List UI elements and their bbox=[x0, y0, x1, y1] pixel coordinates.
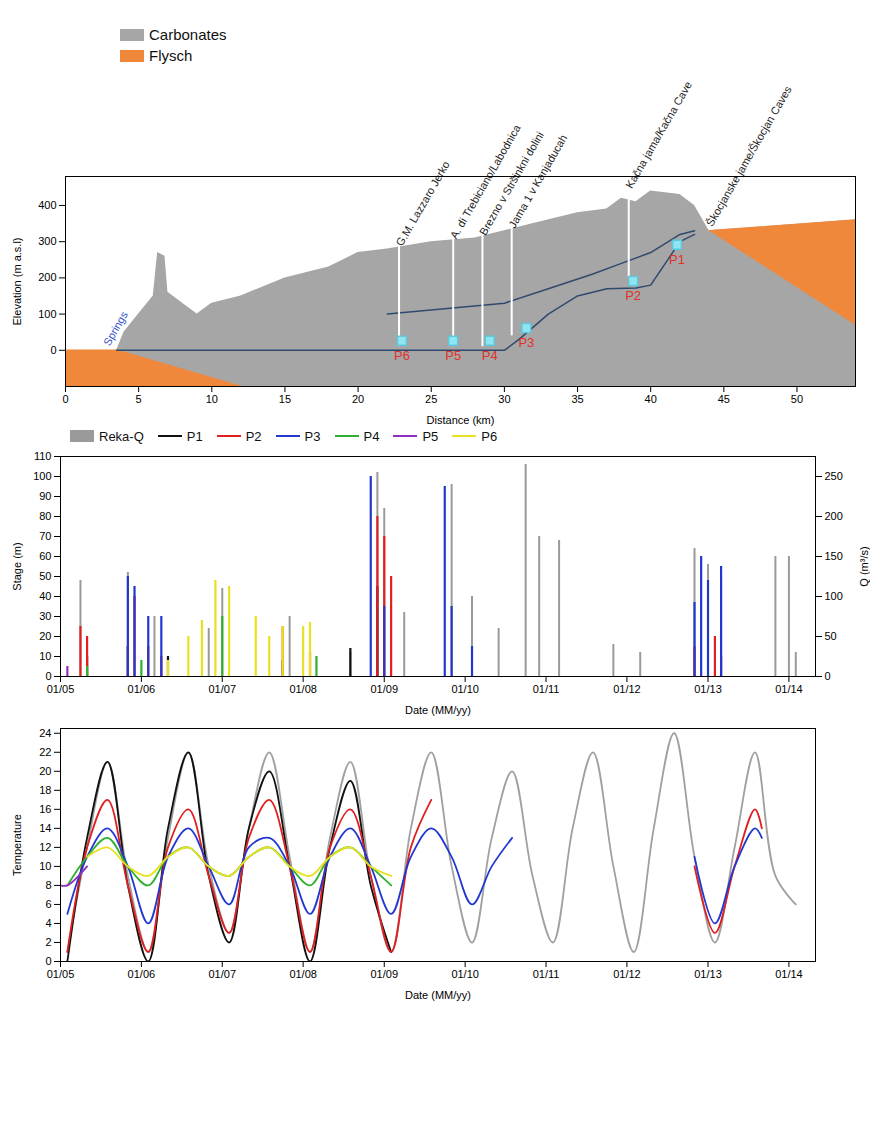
html-text:Reka-Q: Reka-Q bbox=[99, 428, 144, 444]
svg-text:15: 15 bbox=[279, 393, 291, 405]
html-text:Flysch: Flysch bbox=[149, 47, 193, 64]
svg-text:400: 400 bbox=[38, 199, 56, 211]
svg-text:40: 40 bbox=[39, 590, 51, 602]
svg-text:P4: P4 bbox=[482, 348, 498, 363]
svg-text:90: 90 bbox=[39, 490, 51, 502]
svg-text:0: 0 bbox=[62, 393, 68, 405]
svg-text:45: 45 bbox=[718, 393, 730, 405]
svg-text:Date (MM/yy): Date (MM/yy) bbox=[405, 704, 471, 716]
svg-text:01/12: 01/12 bbox=[613, 683, 641, 695]
svg-text:100: 100 bbox=[825, 590, 843, 602]
svg-text:8: 8 bbox=[45, 879, 51, 891]
svg-text:Date (MM/yy): Date (MM/yy) bbox=[405, 989, 471, 1001]
svg-text:10: 10 bbox=[39, 860, 51, 872]
svg-text:0: 0 bbox=[50, 344, 56, 356]
svg-text:10: 10 bbox=[39, 650, 51, 662]
svg-text:01/07: 01/07 bbox=[209, 968, 237, 980]
svg-text:20: 20 bbox=[39, 765, 51, 777]
svg-text:10: 10 bbox=[206, 393, 218, 405]
svg-text:P5: P5 bbox=[445, 348, 461, 363]
html-text:P4: P4 bbox=[363, 428, 380, 444]
svg-text:12: 12 bbox=[39, 841, 51, 853]
svg-text:0: 0 bbox=[825, 670, 831, 682]
svg-text:01/11: 01/11 bbox=[533, 968, 560, 980]
svg-text:Stage (m): Stage (m) bbox=[11, 542, 23, 590]
svg-text:01/06: 01/06 bbox=[128, 968, 156, 980]
svg-text:01/14: 01/14 bbox=[775, 683, 803, 695]
svg-text:Temperature: Temperature bbox=[11, 814, 23, 876]
svg-text:01/08: 01/08 bbox=[289, 683, 317, 695]
svg-text:6: 6 bbox=[45, 898, 51, 910]
svg-text:18: 18 bbox=[39, 784, 51, 796]
svg-text:Kačna jama/Kačna Cave: Kačna jama/Kačna Cave bbox=[623, 79, 694, 190]
svg-text:Brezno v Stršinkni dolini: Brezno v Stršinkni dolini bbox=[476, 129, 546, 238]
svg-text:01/11: 01/11 bbox=[533, 683, 560, 695]
svg-text:01/09: 01/09 bbox=[370, 683, 398, 695]
svg-text:0: 0 bbox=[45, 955, 51, 967]
svg-text:5: 5 bbox=[136, 393, 142, 405]
svg-text:14: 14 bbox=[39, 822, 51, 834]
svg-text:100: 100 bbox=[33, 470, 51, 482]
svg-text:20: 20 bbox=[352, 393, 364, 405]
svg-text:Springs: Springs bbox=[101, 309, 130, 348]
svg-text:P1: P1 bbox=[669, 252, 685, 267]
svg-text:01/08: 01/08 bbox=[289, 968, 317, 980]
svg-text:110: 110 bbox=[34, 450, 52, 462]
svg-text:25: 25 bbox=[425, 393, 437, 405]
svg-text:4: 4 bbox=[45, 917, 51, 929]
svg-text:01/10: 01/10 bbox=[451, 683, 479, 695]
svg-text:Distance (km): Distance (km) bbox=[427, 414, 495, 426]
svg-text:P6: P6 bbox=[394, 348, 410, 363]
svg-text:200: 200 bbox=[825, 510, 843, 522]
svg-text:80: 80 bbox=[39, 510, 51, 522]
svg-text:01/06: 01/06 bbox=[128, 683, 156, 695]
svg-text:2: 2 bbox=[45, 936, 51, 948]
svg-text:0: 0 bbox=[45, 670, 51, 682]
svg-text:Jama 1 v Kanjaducah: Jama 1 v Kanjaducah bbox=[506, 132, 569, 230]
svg-text:250: 250 bbox=[825, 470, 843, 482]
svg-text:150: 150 bbox=[825, 550, 843, 562]
html-text:P6: P6 bbox=[481, 428, 498, 444]
svg-text:24: 24 bbox=[39, 727, 51, 739]
svg-text:01/14: 01/14 bbox=[775, 968, 803, 980]
svg-text:35: 35 bbox=[571, 393, 583, 405]
svg-text:01/05: 01/05 bbox=[47, 683, 75, 695]
svg-text:70: 70 bbox=[39, 530, 51, 542]
svg-text:P2: P2 bbox=[625, 288, 641, 303]
html-text:P5: P5 bbox=[422, 428, 439, 444]
svg-text:40: 40 bbox=[645, 393, 657, 405]
svg-text:Škocjanske jame/Škocjan Caves: Škocjanske jame/Škocjan Caves bbox=[704, 84, 794, 229]
svg-text:Elevation (m a.s.l): Elevation (m a.s.l) bbox=[11, 237, 23, 325]
svg-text:A. di Trebiciano/Labodnica: A. di Trebiciano/Labodnica bbox=[447, 122, 523, 241]
svg-text:300: 300 bbox=[38, 235, 56, 247]
svg-text:01/13: 01/13 bbox=[694, 683, 722, 695]
svg-text:22: 22 bbox=[39, 746, 51, 758]
svg-text:50: 50 bbox=[825, 630, 837, 642]
html-text:P2: P2 bbox=[245, 428, 262, 444]
svg-text:01/09: 01/09 bbox=[370, 968, 398, 980]
svg-text:60: 60 bbox=[39, 550, 51, 562]
svg-text:Q (m³/s): Q (m³/s) bbox=[858, 546, 870, 586]
svg-text:50: 50 bbox=[39, 570, 51, 582]
svg-text:16: 16 bbox=[39, 803, 51, 815]
svg-text:P3: P3 bbox=[518, 335, 534, 350]
svg-text:200: 200 bbox=[38, 271, 56, 283]
svg-text:01/05: 01/05 bbox=[47, 968, 75, 980]
svg-text:01/07: 01/07 bbox=[209, 683, 237, 695]
html-text:Carbonates: Carbonates bbox=[149, 26, 227, 43]
svg-text:30: 30 bbox=[498, 393, 510, 405]
svg-text:50: 50 bbox=[791, 393, 803, 405]
svg-text:01/12: 01/12 bbox=[613, 968, 641, 980]
html-text:P1: P1 bbox=[186, 428, 203, 444]
html-text:P3: P3 bbox=[304, 428, 321, 444]
svg-text:100: 100 bbox=[38, 308, 56, 320]
svg-text:01/13: 01/13 bbox=[694, 968, 722, 980]
svg-text:01/10: 01/10 bbox=[451, 968, 479, 980]
svg-text:30: 30 bbox=[39, 610, 51, 622]
svg-text:20: 20 bbox=[39, 630, 51, 642]
svg-text:G.M. Lazzaro Jerko: G.M. Lazzaro Jerko bbox=[393, 159, 451, 248]
